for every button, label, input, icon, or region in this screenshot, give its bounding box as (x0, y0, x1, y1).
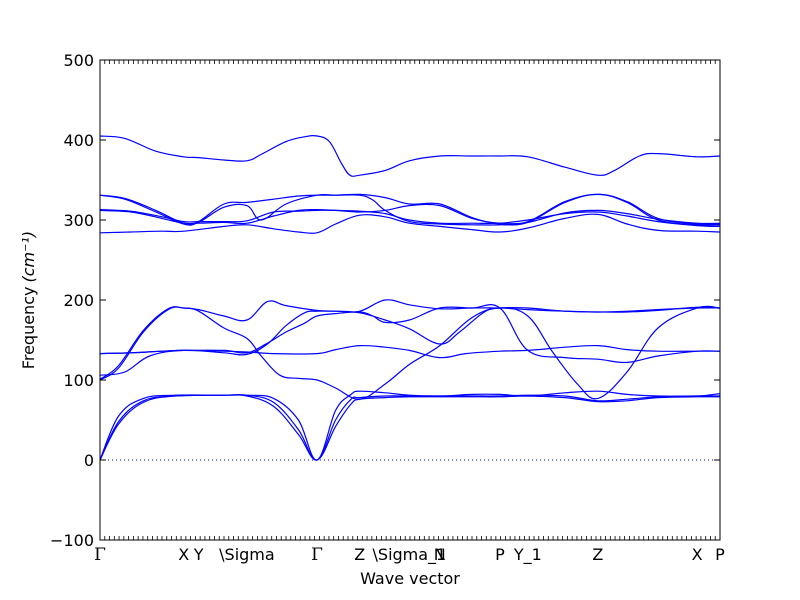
y-tick-label: 100 (63, 371, 94, 390)
x-tick-label: Z (354, 545, 365, 564)
x-tick-label: Z (592, 545, 603, 564)
band-line-14 (99, 134, 721, 177)
band-line-6 (99, 306, 721, 376)
y-tick-label: 400 (63, 131, 94, 150)
x-tick-label: X (178, 545, 189, 564)
x-tick-label: Γ (94, 545, 106, 565)
x-tick-label: Γ (311, 545, 323, 565)
x-tick-label: Y_1 (513, 545, 542, 565)
x-tick-label: Y (193, 545, 204, 564)
x-tick-label: X (692, 545, 703, 564)
x-tick-label: P (715, 545, 725, 564)
plot-frame (99, 59, 721, 541)
band-line-11 (99, 203, 721, 225)
y-tick-label: 200 (63, 291, 94, 310)
x-axis-label: Wave vector (360, 569, 460, 588)
band-line-13 (99, 193, 721, 226)
y-tick-label: 500 (63, 51, 94, 70)
band-line-8 (99, 304, 721, 364)
series-group (99, 134, 721, 461)
band-line-3 (99, 390, 721, 461)
x-tick-label: N (434, 545, 446, 564)
ticks-group (99, 59, 721, 541)
y-axis-label-unit: (cm⁻¹) (19, 231, 38, 283)
y-tick-label: −100 (50, 531, 94, 550)
y-tick-label: 300 (63, 211, 94, 230)
x-tick-label: P (495, 545, 505, 564)
x-tick-label: \Sigma (219, 545, 275, 564)
y-axis-label-main: Frequency (19, 287, 38, 370)
y-axis-label: Frequency (cm⁻¹) (19, 231, 38, 369)
x-tick-label: \Sigma_1 (373, 545, 447, 565)
band-line-9 (99, 213, 721, 234)
y-tick-label: 0 (84, 451, 94, 470)
